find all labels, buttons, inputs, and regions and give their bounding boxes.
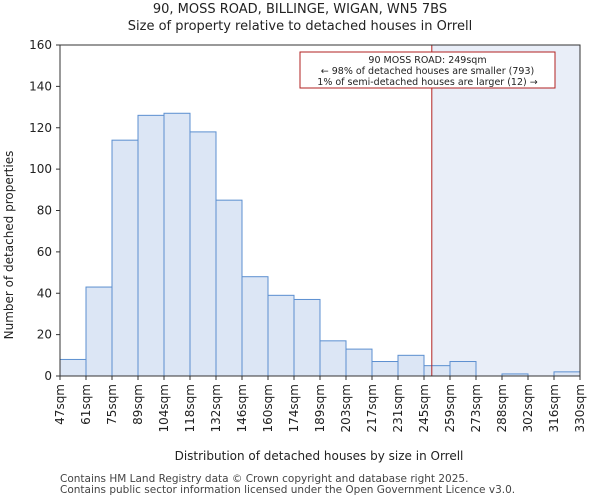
- y-tick-label: 40: [37, 286, 52, 300]
- bar: [553, 371, 581, 377]
- bar: [241, 276, 269, 377]
- highlight-region: [431, 45, 580, 376]
- y-tick-label: 100: [29, 162, 52, 176]
- annotation-line-2: ← 98% of detached houses are smaller (79…: [321, 66, 534, 77]
- bar: [449, 361, 477, 377]
- y-tick-label: 120: [29, 121, 52, 135]
- bar: [85, 286, 113, 377]
- bar: [189, 131, 217, 377]
- y-tick-label: 80: [37, 204, 52, 218]
- y-tick-label: 20: [37, 328, 52, 342]
- bar: [59, 358, 87, 377]
- x-tick-label: 132sqm: [209, 384, 223, 432]
- y-tick-label: 160: [29, 38, 52, 52]
- bar: [319, 340, 347, 377]
- y-tick-label: 0: [44, 369, 52, 383]
- x-tick-label: 203sqm: [339, 384, 353, 432]
- bar: [163, 112, 191, 377]
- bar: [215, 199, 243, 377]
- x-tick-label: 231sqm: [391, 384, 405, 432]
- x-tick-label: 189sqm: [313, 384, 327, 432]
- x-tick-label: 330sqm: [573, 384, 587, 432]
- footer-line-2: Contains public sector information licen…: [60, 484, 516, 496]
- bar: [423, 365, 451, 377]
- x-tick-label: 75sqm: [105, 384, 119, 425]
- x-tick-label: 89sqm: [131, 384, 145, 425]
- bar: [371, 361, 399, 377]
- x-axis-label: Distribution of detached houses by size …: [175, 449, 464, 463]
- x-tick-label: 217sqm: [365, 384, 379, 432]
- bar: [293, 298, 321, 377]
- y-tick-label: 60: [37, 245, 52, 259]
- bar: [137, 114, 165, 377]
- x-tick-label: 245sqm: [417, 384, 431, 432]
- annotation-line-3: 1% of semi-detached houses are larger (1…: [317, 77, 537, 88]
- x-tick-label: 118sqm: [183, 384, 197, 432]
- x-tick-label: 273sqm: [469, 384, 483, 432]
- x-tick-label: 316sqm: [547, 384, 561, 432]
- x-tick-label: 146sqm: [235, 384, 249, 432]
- footer-line-1: Contains HM Land Registry data © Crown c…: [60, 473, 469, 485]
- y-tick-label: 140: [29, 79, 52, 93]
- bar: [345, 348, 373, 377]
- x-tick-label: 259sqm: [443, 384, 457, 432]
- chart-title: 90, MOSS ROAD, BILLINGE, WIGAN, WN5 7BS: [152, 2, 448, 17]
- x-tick-label: 47sqm: [53, 384, 67, 425]
- bar: [397, 354, 425, 377]
- bar: [111, 139, 139, 377]
- chart-subtitle: Size of property relative to detached ho…: [127, 19, 473, 34]
- x-tick-label: 160sqm: [261, 384, 275, 432]
- y-axis-label: Number of detached properties: [2, 151, 16, 340]
- bar: [267, 294, 295, 377]
- annotation-line-1: 90 MOSS ROAD: 249sqm: [368, 55, 486, 66]
- x-tick-label: 302sqm: [521, 384, 535, 432]
- x-tick-label: 174sqm: [287, 384, 301, 432]
- annotation-box: [299, 51, 556, 89]
- x-tick-label: 61sqm: [79, 384, 93, 425]
- x-tick-label: 104sqm: [157, 384, 171, 432]
- x-tick-label: 288sqm: [495, 384, 509, 432]
